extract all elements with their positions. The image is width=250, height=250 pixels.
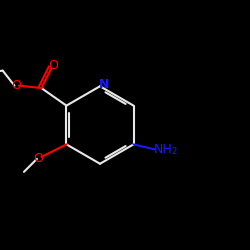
Text: NH: NH [154,143,172,156]
Text: O: O [11,79,21,92]
Text: O: O [48,59,58,72]
Text: O: O [33,152,43,164]
Text: N: N [98,78,109,92]
Text: 2: 2 [171,148,176,156]
